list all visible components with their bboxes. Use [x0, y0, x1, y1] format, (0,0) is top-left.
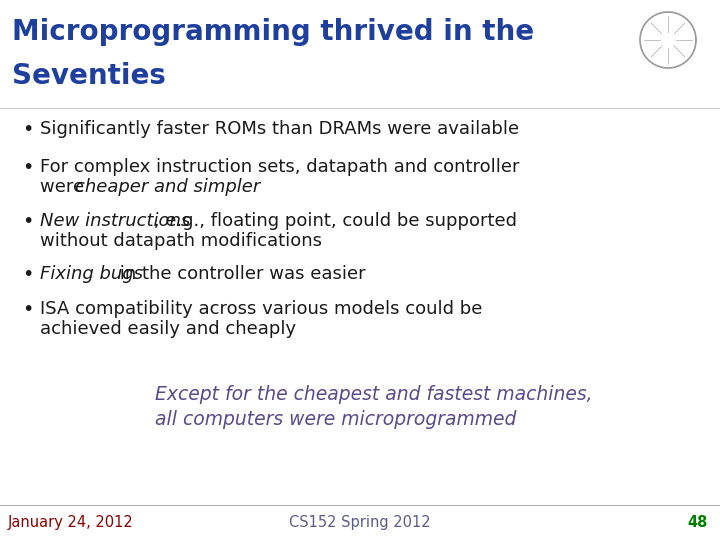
Text: Significantly faster ROMs than DRAMs were available: Significantly faster ROMs than DRAMs wer…	[40, 120, 519, 138]
Text: were: were	[40, 178, 90, 196]
Text: For complex instruction sets, datapath and controller: For complex instruction sets, datapath a…	[40, 158, 520, 176]
Text: •: •	[22, 158, 33, 177]
Text: New instructions: New instructions	[40, 212, 190, 230]
Text: Fixing bugs: Fixing bugs	[40, 265, 143, 283]
Text: Seventies: Seventies	[12, 62, 166, 90]
Text: CS152 Spring 2012: CS152 Spring 2012	[289, 515, 431, 530]
Text: •: •	[22, 265, 33, 284]
Text: without datapath modifications: without datapath modifications	[40, 232, 322, 250]
Text: •: •	[22, 300, 33, 319]
Text: all computers were microprogrammed: all computers were microprogrammed	[155, 410, 516, 429]
Text: in the controller was easier: in the controller was easier	[114, 265, 366, 283]
Text: •: •	[22, 212, 33, 231]
Text: •: •	[22, 120, 33, 139]
Text: Except for the cheapest and fastest machines,: Except for the cheapest and fastest mach…	[155, 385, 593, 404]
Text: January 24, 2012: January 24, 2012	[8, 515, 134, 530]
Text: cheaper and simpler: cheaper and simpler	[75, 178, 260, 196]
Text: achieved easily and cheaply: achieved easily and cheaply	[40, 320, 296, 338]
Text: Microprogramming thrived in the: Microprogramming thrived in the	[12, 18, 534, 46]
Text: 48: 48	[688, 515, 708, 530]
Text: ISA compatibility across various models could be: ISA compatibility across various models …	[40, 300, 482, 318]
Text: , e.g., floating point, could be supported: , e.g., floating point, could be support…	[148, 212, 517, 230]
